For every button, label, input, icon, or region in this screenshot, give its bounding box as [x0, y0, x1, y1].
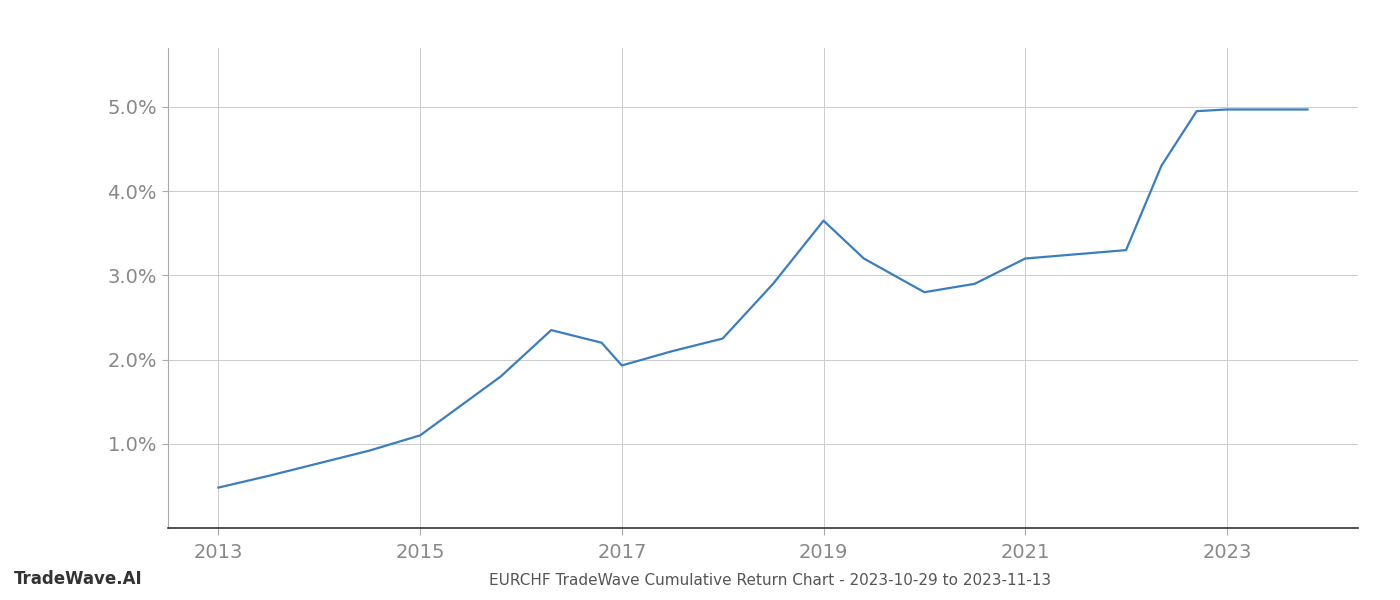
- Text: TradeWave.AI: TradeWave.AI: [14, 570, 143, 588]
- Text: EURCHF TradeWave Cumulative Return Chart - 2023-10-29 to 2023-11-13: EURCHF TradeWave Cumulative Return Chart…: [489, 573, 1051, 588]
